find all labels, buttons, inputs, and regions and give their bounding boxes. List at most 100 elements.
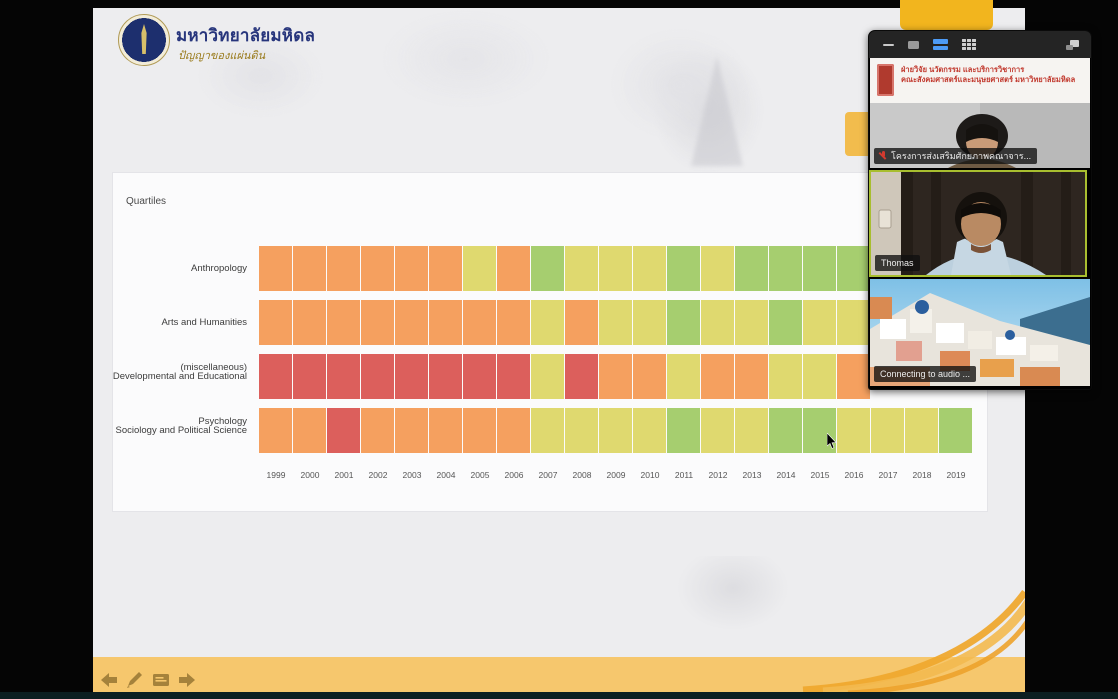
heatmap-cell[interactable] [667, 246, 700, 291]
heatmap-cell[interactable] [905, 408, 938, 453]
heatmap-cell[interactable] [497, 300, 530, 345]
heatmap-cell[interactable] [327, 300, 360, 345]
pen-tool-button[interactable] [125, 671, 145, 689]
heatmap-cell[interactable] [531, 408, 564, 453]
heatmap-cell[interactable] [293, 408, 326, 453]
heatmap-cell[interactable] [531, 354, 564, 399]
heatmap-cell[interactable] [531, 246, 564, 291]
heatmap-cell[interactable] [701, 354, 734, 399]
heatmap-cell[interactable] [463, 354, 496, 399]
x-axis-tick-label: 2006 [504, 470, 524, 480]
heatmap-cell[interactable] [633, 300, 666, 345]
heatmap-cell[interactable] [735, 246, 768, 291]
heatmap-cell[interactable] [735, 300, 768, 345]
heatmap-cell[interactable] [463, 300, 496, 345]
heatmap-cell[interactable] [327, 246, 360, 291]
heatmap-cell[interactable] [395, 354, 428, 399]
heatmap-cell[interactable] [429, 246, 462, 291]
mouse-cursor [827, 433, 837, 449]
fullscreen-toggle-icon[interactable] [1066, 39, 1079, 50]
participant-2-name: Thomas [881, 258, 914, 268]
heatmap-cell[interactable] [599, 354, 632, 399]
participant-1-name: โครงการส่งเสริมศักยภาพคณาจาร... [891, 151, 1032, 161]
heatmap-cell[interactable] [837, 246, 870, 291]
heatmap-cell[interactable] [293, 300, 326, 345]
heatmap-cell[interactable] [293, 354, 326, 399]
heatmap-cell[interactable] [599, 246, 632, 291]
heatmap-cell[interactable] [531, 300, 564, 345]
heatmap-cell[interactable] [361, 354, 394, 399]
heatmap-cell[interactable] [837, 354, 870, 399]
heatmap-cell[interactable] [871, 408, 904, 453]
heatmap-cell[interactable] [259, 246, 292, 291]
speaker-view-icon[interactable] [908, 40, 919, 49]
participant-tile-3[interactable]: Connecting to audio ... [870, 279, 1090, 386]
heatmap-cell[interactable] [463, 408, 496, 453]
x-axis-tick-label: 2010 [640, 470, 660, 480]
heatmap-cell[interactable] [769, 300, 802, 345]
participant-tile-2[interactable]: Thomas [869, 170, 1087, 277]
heatmap-cell[interactable] [769, 354, 802, 399]
heatmap-cell[interactable] [259, 408, 292, 453]
heatmap-cell[interactable] [429, 300, 462, 345]
heatmap-cell[interactable] [497, 408, 530, 453]
heatmap-cell[interactable] [633, 408, 666, 453]
participant-3-name-tag: Connecting to audio ... [874, 366, 977, 382]
strip-view-icon[interactable] [933, 39, 948, 50]
chart-title: Quartiles [126, 196, 167, 207]
heatmap-cell[interactable] [803, 300, 836, 345]
heatmap-cell[interactable] [565, 354, 598, 399]
heatmap-cell[interactable] [667, 300, 700, 345]
x-axis-tick-label: 2008 [572, 470, 592, 480]
university-logo-title: มหาวิทยาลัยมหิดล [176, 26, 316, 45]
heatmap-cell[interactable] [701, 300, 734, 345]
heatmap-cell[interactable] [565, 246, 598, 291]
heatmap-cell[interactable] [497, 354, 530, 399]
heatmap-cell[interactable] [803, 354, 836, 399]
taskbar-strip [0, 692, 1118, 699]
heatmap-cell[interactable] [633, 354, 666, 399]
heatmap-cell[interactable] [803, 246, 836, 291]
heatmap-cell[interactable] [701, 246, 734, 291]
heatmap-cell[interactable] [259, 354, 292, 399]
next-slide-button[interactable] [177, 671, 197, 689]
heatmap-cell[interactable] [701, 408, 734, 453]
heatmap-cell[interactable] [565, 408, 598, 453]
heatmap-cell[interactable] [429, 408, 462, 453]
heatmap-cell[interactable] [293, 246, 326, 291]
slide-watermark-reflection [653, 556, 813, 664]
heatmap-cell[interactable] [769, 246, 802, 291]
heatmap-cell[interactable] [565, 300, 598, 345]
heatmap-cell[interactable] [735, 354, 768, 399]
heatmap-cell[interactable] [667, 408, 700, 453]
heatmap-cell[interactable] [667, 354, 700, 399]
heatmap-cell[interactable] [429, 354, 462, 399]
heatmap-cell[interactable] [259, 300, 292, 345]
heatmap-cell[interactable] [361, 408, 394, 453]
heatmap-cell[interactable] [769, 408, 802, 453]
gallery-view-icon[interactable] [962, 38, 976, 51]
participant-tile-1[interactable]: ฝ่ายวิจัย นวัตกรรม และบริการวิชาการ คณะส… [870, 58, 1090, 168]
heatmap-cell[interactable] [599, 408, 632, 453]
minimize-icon[interactable] [883, 43, 894, 46]
heatmap-cell[interactable] [939, 408, 972, 453]
muted-mic-icon [880, 151, 887, 161]
heatmap-cell[interactable] [837, 408, 870, 453]
previous-slide-button[interactable] [99, 671, 119, 689]
heatmap-cell[interactable] [395, 300, 428, 345]
heatmap-cell[interactable] [735, 408, 768, 453]
heatmap-cell[interactable] [395, 408, 428, 453]
heatmap-cell[interactable] [327, 408, 360, 453]
heatmap-cell[interactable] [497, 246, 530, 291]
x-axis-tick-label: 2004 [436, 470, 456, 480]
slide-menu-button[interactable] [151, 671, 171, 689]
heatmap-cell[interactable] [327, 354, 360, 399]
heatmap-cell[interactable] [361, 246, 394, 291]
heatmap-cell[interactable] [837, 300, 870, 345]
heatmap-cell[interactable] [463, 246, 496, 291]
banner-line-2: คณะสังคมศาสตร์และมนุษยศาสตร์ มหาวิทยาลัย… [901, 75, 1076, 84]
heatmap-cell[interactable] [395, 246, 428, 291]
heatmap-cell[interactable] [633, 246, 666, 291]
heatmap-cell[interactable] [361, 300, 394, 345]
heatmap-cell[interactable] [599, 300, 632, 345]
